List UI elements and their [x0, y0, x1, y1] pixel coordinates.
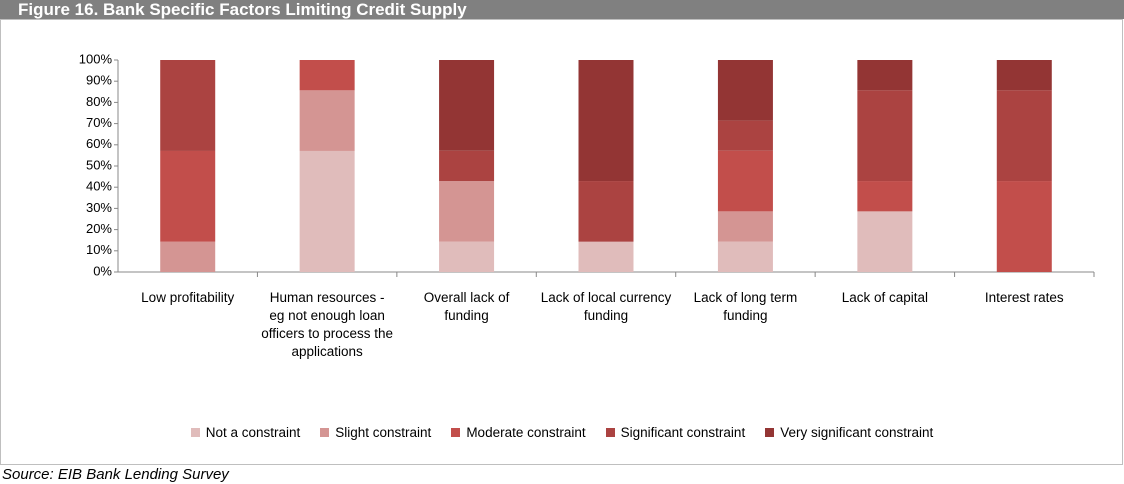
legend-label: Moderate constraint	[466, 425, 586, 440]
legend-item: Slight constraint	[320, 425, 431, 440]
y-tick-label: 80%	[86, 94, 112, 109]
legend-item: Moderate constraint	[451, 425, 586, 440]
x-tick-label: Lack of local currency funding	[540, 290, 672, 323]
bar-segment	[717, 60, 773, 121]
legend-item: Significant constraint	[605, 425, 746, 440]
y-tick-label: 100%	[79, 51, 113, 66]
x-tick-label: Overall lack of funding	[423, 290, 510, 323]
y-tick-label: 10%	[86, 242, 112, 257]
bar-segment	[578, 181, 634, 242]
bar-segment	[299, 90, 355, 151]
x-tick-label: Interest rates	[984, 290, 1064, 305]
legend-swatch	[765, 428, 775, 437]
legend-label: Significant constraint	[620, 425, 746, 440]
bar-segment	[717, 211, 773, 242]
bar-segment	[160, 241, 216, 272]
bar-segment	[578, 241, 634, 272]
legend-item: Not a constraint	[190, 425, 301, 440]
y-tick-label: 90%	[86, 73, 112, 88]
y-tick-label: 20%	[86, 221, 112, 236]
x-tick-label: Human resources - eg not enough loan off…	[261, 290, 394, 359]
bar-segment	[996, 60, 1052, 91]
y-tick-label: 70%	[86, 115, 112, 130]
bar-segment	[578, 60, 634, 182]
y-tick-label: 30%	[86, 200, 112, 215]
y-tick-label: 60%	[86, 136, 112, 151]
x-tick-label: Lack of long term funding	[693, 290, 798, 323]
bar-segment	[996, 181, 1052, 272]
x-tick-label: Lack of capital	[841, 290, 928, 305]
bar-segment	[160, 150, 216, 242]
legend-label: Very significant constraint	[780, 425, 934, 440]
y-tick-label: 50%	[86, 157, 112, 172]
bar-segment	[439, 241, 495, 272]
bar-segment	[439, 181, 495, 242]
x-tick-label: Low profitability	[141, 290, 235, 305]
chart-title: Figure 16. Bank Specific Factors Limitin…	[0, 0, 1124, 19]
bar-segment	[299, 150, 355, 272]
bar-segment	[857, 60, 913, 91]
bar-segment	[717, 241, 773, 272]
legend: Not a constraint Slight constraint Moderat…	[0, 425, 1124, 440]
legend-label: Slight constraint	[335, 425, 432, 440]
legend-swatch	[451, 428, 461, 437]
legend-swatch	[190, 428, 200, 437]
y-tick-label: 0%	[93, 263, 112, 278]
bar-segment	[439, 60, 495, 151]
legend-item: Very significant constraint	[765, 425, 933, 440]
legend-swatch	[320, 428, 330, 437]
bar-segment	[857, 211, 913, 272]
bar-segment	[717, 150, 773, 212]
chart-frame	[0, 19, 1123, 465]
bar-segment	[996, 90, 1052, 182]
legend-label: Not a constraint	[205, 425, 301, 440]
bar-segment	[439, 150, 495, 182]
bar-segment	[857, 90, 913, 182]
bar-segment	[160, 60, 216, 151]
bar-segment	[857, 181, 913, 212]
bar-segment	[717, 120, 773, 151]
source: Source: EIB Bank Lending Survey	[2, 466, 229, 483]
legend-swatch	[605, 428, 615, 437]
bar-segment	[299, 60, 355, 91]
y-tick-label: 40%	[86, 179, 112, 194]
